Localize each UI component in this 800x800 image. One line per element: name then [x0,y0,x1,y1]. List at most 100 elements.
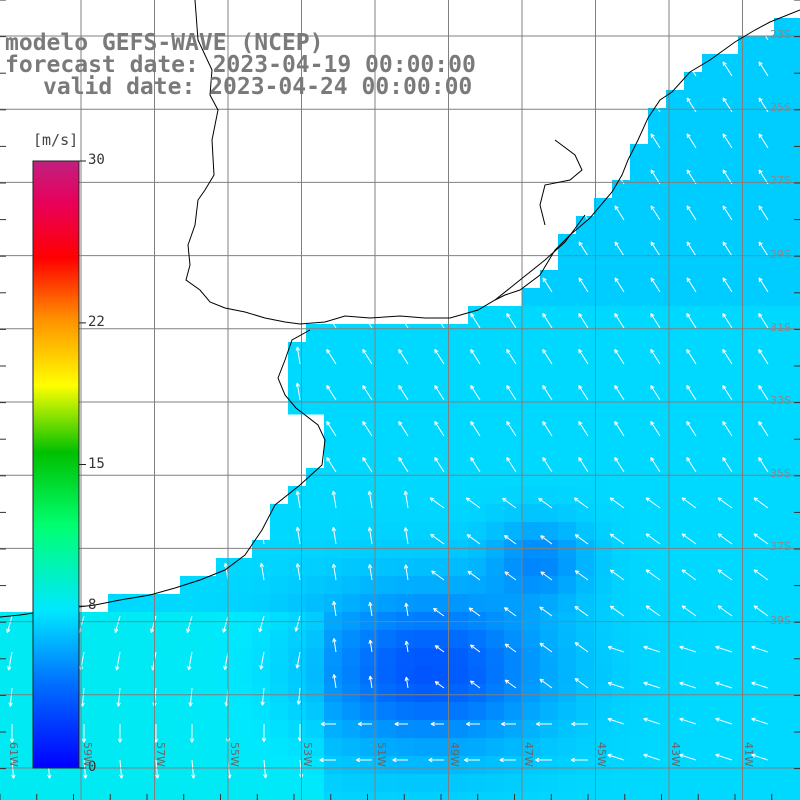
speed-cell [774,792,793,800]
speed-cell [612,576,631,595]
speed-cell [684,504,703,523]
wind-arrow [434,645,445,653]
speed-cell [774,486,793,505]
speed-cell [612,396,631,415]
speed-cell [738,540,757,559]
speed-cell [648,270,667,289]
speed-cell [738,90,757,109]
speed-cell [684,180,703,199]
wind-arrow [650,205,661,221]
speed-cell [774,270,793,289]
wind-arrow [403,490,409,509]
speed-cell [756,432,775,451]
latitude-label: 23S [770,28,791,41]
wind-arrow [260,687,265,706]
speed-cell [558,648,577,667]
speed-cell [450,378,469,397]
wind-arrow [578,205,589,221]
wind-arrow [506,313,517,329]
speed-cell [324,540,343,559]
speed-cell [486,522,505,541]
wind-arrow [645,497,661,509]
wind-arrow [722,133,733,149]
speed-cell [594,504,613,523]
speed-cell [414,378,433,397]
wind-arrow [331,526,337,545]
wind-arrow [686,205,697,221]
speed-cell [540,774,559,793]
speed-cell [576,684,595,703]
speed-cell [162,666,181,685]
speed-cell [252,576,271,595]
speed-cell [666,144,685,163]
speed-cell [306,342,325,361]
speed-cell [576,594,595,613]
wind-arrow [428,757,444,763]
speed-cell [396,648,415,667]
speed-cell [360,702,379,721]
speed-cell [396,450,415,469]
speed-cell [774,162,793,181]
speed-cell [702,648,721,667]
speed-cell [792,288,800,307]
speed-cell [486,414,505,433]
speed-cell [756,468,775,487]
speed-cell [468,324,487,343]
speed-cell [792,90,800,109]
speed-cell [432,720,451,739]
speed-cell [684,234,703,253]
speed-cell [792,666,800,685]
speed-cell [522,486,541,505]
speed-cell [720,450,739,469]
speed-cell [774,432,793,451]
speed-cell [288,360,307,379]
forecast-date: forecast date: 2023-04-19 00:00:00 [5,52,476,78]
speed-cell [666,378,685,397]
speed-cell [540,702,559,721]
speed-cell [486,594,505,613]
speed-cell [342,630,361,649]
wind-arrow [650,313,661,329]
colorbar-tick-label: 8 [88,597,97,614]
speed-cell [504,360,523,379]
speed-cell [162,594,181,613]
wind-arrow [574,570,589,581]
wind-arrow [722,241,733,257]
speed-cell [702,180,721,199]
speed-cell [360,666,379,685]
speed-cell [612,288,631,307]
wind-arrow [643,753,661,761]
speed-cell [450,774,469,793]
speed-cell [684,540,703,559]
speed-cell [792,486,800,505]
speed-cell [432,324,451,343]
wind-arrow [758,457,769,473]
speed-cell [288,558,307,577]
speed-cell [288,540,307,559]
speed-cell [468,738,487,757]
wind-arrow [362,385,373,401]
speed-cell [792,684,800,703]
speed-cell [468,522,487,541]
wind-arrow [539,678,553,689]
speed-cell [432,378,451,397]
speed-cell [720,414,739,433]
speed-cell [576,234,595,253]
speed-cell [180,702,199,721]
speed-cell [630,450,649,469]
speed-cell [612,648,631,667]
speed-cell [774,396,793,415]
speed-cell [468,594,487,613]
speed-cell [324,756,343,775]
speed-cell [378,774,397,793]
speed-cell [36,792,55,800]
speed-cell [684,468,703,487]
wind-arrow [7,651,13,671]
speed-cell [630,306,649,325]
speed-cell [324,504,343,523]
wind-arrow [607,681,625,689]
speed-cell [234,702,253,721]
speed-cell [612,504,631,523]
wind-arrow [758,313,769,329]
wind-arrow [367,564,373,581]
